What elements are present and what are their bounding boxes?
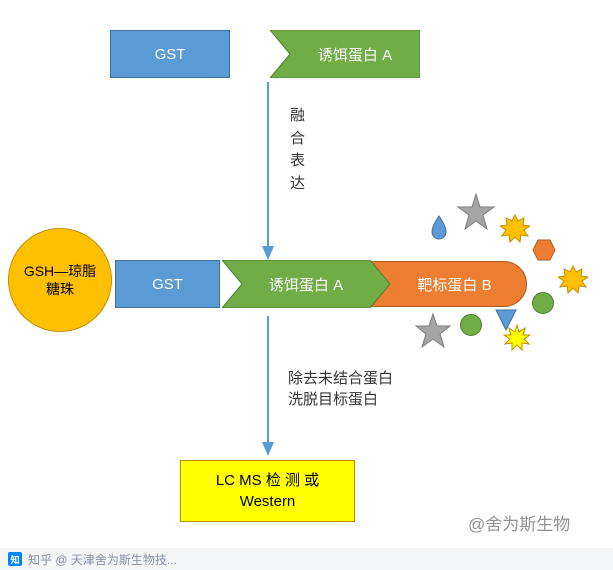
decor-sun2	[558, 264, 588, 294]
mid-gst-box: GST	[115, 260, 220, 308]
top-bait-shape: 诱饵蛋白 A	[270, 30, 420, 78]
decor-star1	[456, 192, 496, 232]
arrow2-text: 除去未结合蛋白 洗脱目标蛋白	[288, 368, 393, 410]
mid-gst-label: GST	[152, 276, 183, 293]
mid-bait-shape: 诱饵蛋白 A	[222, 260, 390, 308]
decor-hex	[532, 238, 556, 262]
mid-target-label: 靶标蛋白 B	[387, 274, 491, 295]
decor-green2	[460, 314, 482, 336]
decor-star2	[414, 312, 452, 350]
top-bait-label: 诱饵蛋白 A	[318, 47, 392, 64]
watermark-text: @舍为斯生物	[468, 510, 570, 535]
svg-text:知: 知	[9, 554, 19, 565]
detection-label: LC MS 检 测 或 Western	[187, 470, 348, 512]
arrow2	[261, 316, 275, 456]
arrow1	[261, 82, 275, 260]
decor-burst	[503, 324, 531, 352]
decor-green1	[532, 292, 554, 314]
top-gst-box: GST	[110, 30, 230, 78]
mid-bait-label: 诱饵蛋白 A	[269, 277, 343, 294]
arrow1-text: 融合表达	[290, 105, 305, 195]
bead-label: GSH—琼脂糖珠	[17, 262, 103, 298]
footer-bar: 知 知乎 @ 天津舍为斯生物技...	[0, 548, 613, 570]
decor-sun1	[500, 213, 530, 243]
gsh-bead-circle: GSH—琼脂糖珠	[8, 228, 112, 332]
detection-box: LC MS 检 测 或 Western	[180, 460, 355, 522]
decor-drop	[428, 214, 450, 240]
zhihu-icon: 知	[8, 552, 22, 566]
top-gst-label: GST	[155, 46, 186, 63]
footer-text: 知乎 @ 天津舍为斯生物技...	[28, 551, 177, 568]
